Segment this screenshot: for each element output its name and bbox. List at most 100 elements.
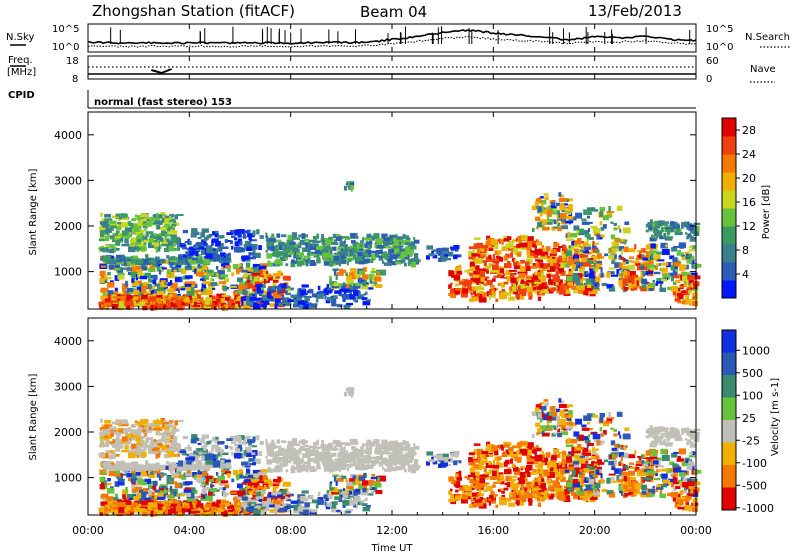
power-cell bbox=[686, 258, 693, 264]
velocity-cell bbox=[277, 498, 281, 501]
power-cell bbox=[107, 290, 114, 296]
velocity-cell bbox=[177, 474, 184, 479]
power-cell bbox=[454, 249, 458, 252]
power-cell bbox=[382, 254, 389, 259]
power-cell bbox=[584, 246, 591, 250]
power-cell bbox=[460, 292, 468, 298]
power-cell bbox=[168, 257, 173, 260]
velocity-cell bbox=[100, 438, 105, 444]
power-cell bbox=[329, 281, 335, 285]
power-cell bbox=[281, 234, 287, 238]
power-cell bbox=[132, 218, 137, 221]
power-cell bbox=[324, 296, 327, 300]
power-cell bbox=[647, 283, 656, 288]
power-cell bbox=[692, 296, 695, 300]
power-cell bbox=[450, 295, 456, 299]
power-cell bbox=[217, 299, 221, 304]
power-cbar-tick-label: 12 bbox=[742, 220, 756, 233]
velocity-cell bbox=[212, 493, 216, 496]
power-cell bbox=[305, 242, 310, 249]
power-cell bbox=[225, 295, 230, 301]
velocity-cell bbox=[326, 494, 332, 500]
power-cell bbox=[650, 243, 656, 249]
velocity-cell bbox=[285, 498, 291, 502]
power-cell bbox=[339, 286, 346, 292]
velocity-cell bbox=[118, 478, 125, 482]
velocity-cell bbox=[118, 464, 126, 468]
velocity-cell bbox=[180, 494, 186, 497]
power-cell bbox=[387, 253, 392, 259]
power-cell bbox=[544, 255, 548, 259]
power-cell bbox=[326, 284, 329, 289]
velocity-cell bbox=[150, 510, 154, 517]
power-cell bbox=[529, 252, 537, 257]
velocity-cell bbox=[388, 446, 392, 450]
velocity-cell bbox=[190, 466, 197, 471]
power-cell bbox=[537, 207, 543, 213]
velocity-cell bbox=[237, 483, 243, 489]
velocity-cell bbox=[251, 452, 256, 455]
power-cell bbox=[413, 237, 416, 241]
power-cell bbox=[272, 273, 281, 277]
velocity-cell bbox=[355, 447, 359, 453]
velocity-cell bbox=[286, 509, 292, 512]
velocity-cell bbox=[171, 429, 177, 433]
power-cell bbox=[166, 233, 170, 236]
power-cell bbox=[165, 225, 169, 231]
power-cell bbox=[456, 270, 463, 275]
velocity-cell bbox=[362, 443, 365, 448]
power-cell bbox=[373, 233, 380, 238]
velocity-cell bbox=[172, 419, 175, 424]
power-cell bbox=[535, 259, 540, 262]
power-cell bbox=[520, 262, 523, 265]
velocity-cell bbox=[116, 432, 122, 437]
velocity-cell bbox=[169, 503, 178, 508]
power-cell bbox=[476, 289, 479, 295]
power-cell bbox=[252, 230, 256, 236]
velocity-cell bbox=[201, 455, 205, 461]
velocity-cell bbox=[234, 447, 240, 453]
power-cell bbox=[109, 235, 116, 238]
power-cell bbox=[104, 229, 109, 232]
power-cell bbox=[599, 221, 603, 226]
power-cell bbox=[564, 263, 570, 267]
velocity-cell bbox=[141, 451, 147, 457]
velocity-cell bbox=[343, 497, 347, 501]
velocity-cell bbox=[184, 487, 192, 491]
power-cell bbox=[185, 251, 190, 255]
power-cell bbox=[221, 264, 229, 267]
power-cell bbox=[117, 222, 122, 225]
power-cell bbox=[107, 254, 110, 260]
power-cell bbox=[331, 242, 339, 245]
power-cell bbox=[256, 275, 259, 279]
power-cell bbox=[526, 240, 535, 244]
power-cell bbox=[155, 247, 158, 253]
velocity-cell bbox=[237, 444, 242, 449]
velocity-cell bbox=[334, 458, 338, 461]
power-cell bbox=[254, 291, 257, 294]
power-cell bbox=[581, 218, 587, 222]
velocity-cell bbox=[173, 443, 180, 449]
velocity-cell bbox=[176, 470, 182, 474]
power-cell bbox=[245, 285, 249, 289]
power-cell bbox=[251, 239, 257, 242]
velocity-cell bbox=[196, 474, 202, 478]
power-cell bbox=[513, 282, 516, 287]
velocity-cell bbox=[294, 449, 300, 454]
power-cell bbox=[201, 283, 206, 289]
velocity-cell bbox=[222, 487, 226, 491]
power-cell bbox=[664, 237, 673, 241]
power-cell bbox=[104, 214, 111, 218]
velocity-cell bbox=[220, 448, 224, 454]
power-cell bbox=[653, 228, 656, 233]
power-cell bbox=[153, 233, 157, 236]
power-cell bbox=[196, 259, 203, 264]
power-cell bbox=[519, 243, 528, 248]
power-cell bbox=[278, 302, 284, 307]
power-cell bbox=[272, 280, 279, 283]
velocity-cell bbox=[345, 509, 352, 513]
power-cell bbox=[682, 272, 687, 278]
power-cell bbox=[369, 280, 377, 285]
power-cell bbox=[640, 271, 646, 277]
velocity-cell bbox=[176, 466, 181, 472]
